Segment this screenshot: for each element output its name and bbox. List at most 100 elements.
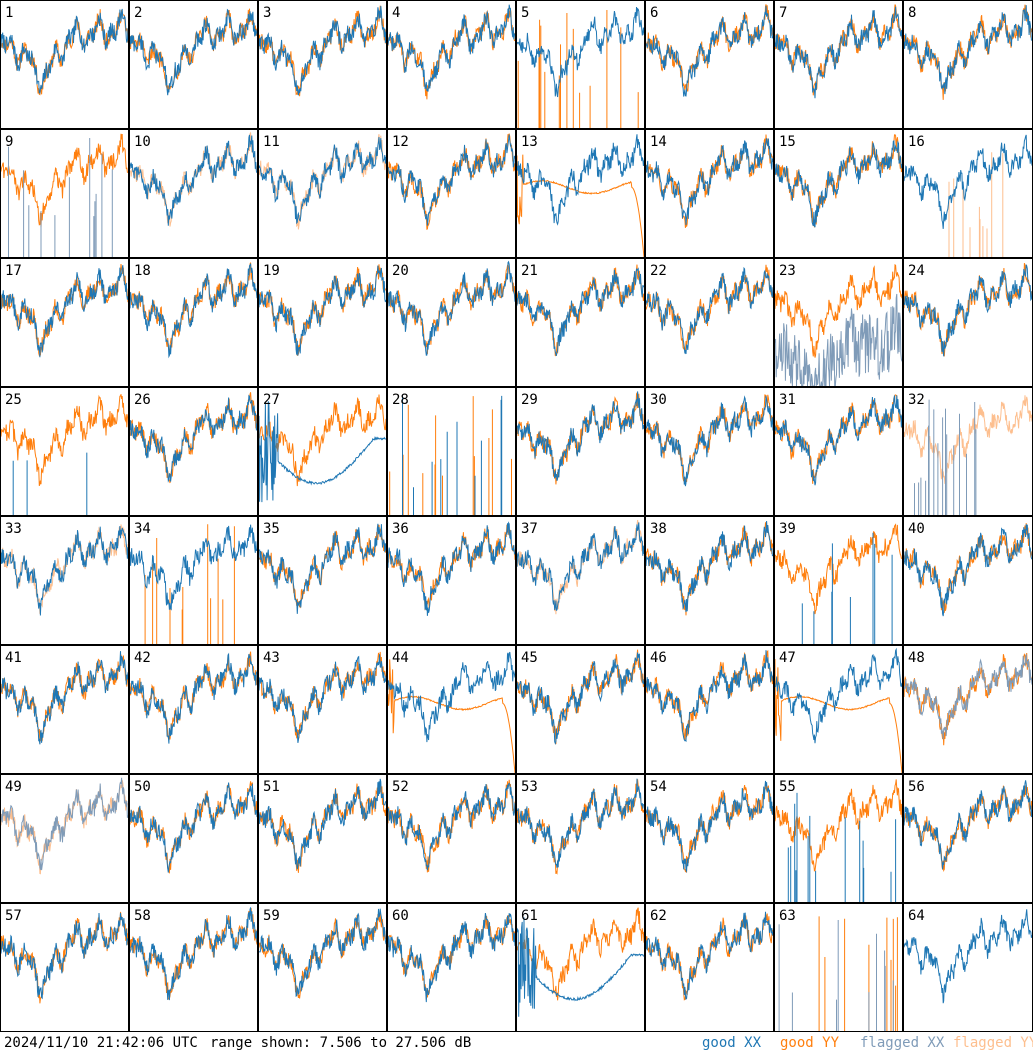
panel-frame — [774, 903, 903, 1032]
series-yy-28 — [389, 396, 512, 515]
panel-frame — [129, 645, 258, 774]
panel-47: 47 — [774, 645, 903, 774]
panel-label: 32 — [908, 392, 925, 408]
panel-34: 34 — [129, 516, 258, 645]
series-xx-10 — [129, 134, 258, 226]
series-xx-35 — [258, 523, 387, 614]
panel-14: 14 — [645, 129, 774, 258]
series-xx-40 — [903, 524, 1033, 617]
series-xx-27 — [258, 401, 387, 503]
series-xx-62 — [645, 911, 774, 1000]
series-xx-48 — [903, 654, 1033, 740]
panel-frame — [258, 0, 387, 129]
panel-45: 45 — [516, 645, 645, 774]
panel-label: 7 — [779, 5, 787, 21]
panel-frame — [0, 516, 129, 645]
panel-frame — [258, 387, 387, 516]
panel-37: 37 — [516, 516, 645, 645]
panel-label: 11 — [263, 134, 280, 150]
series-xx-52 — [387, 782, 516, 871]
panel-49: 49 — [0, 774, 129, 903]
panel-label: 31 — [779, 392, 796, 408]
panel-51: 51 — [258, 774, 387, 903]
panel-36: 36 — [387, 516, 516, 645]
series-yy-3 — [258, 5, 387, 97]
panel-44: 44 — [387, 645, 516, 774]
series-yy-47 — [774, 658, 903, 774]
panel-frame — [774, 387, 903, 516]
panel-frame — [774, 774, 903, 903]
series-xx-29 — [516, 391, 645, 481]
series-xx-61 — [516, 917, 644, 1017]
panel-frame — [258, 903, 387, 1032]
panel-8: 8 — [903, 0, 1033, 129]
series-xx-42 — [129, 652, 258, 744]
series-xx-22 — [645, 266, 774, 355]
series-yy-16 — [948, 152, 1004, 257]
series-xx-58 — [129, 907, 258, 1001]
panel-24: 24 — [903, 258, 1033, 387]
panel-frame — [387, 387, 516, 516]
series-yy-51 — [258, 783, 387, 873]
series-yy-49 — [0, 779, 129, 875]
panel-6: 6 — [645, 0, 774, 129]
series-yy-63 — [818, 916, 898, 1031]
series-xx-6 — [645, 5, 774, 97]
panel-label: 47 — [779, 650, 796, 666]
panel-11: 11 — [258, 129, 387, 258]
panel-frame — [387, 774, 516, 903]
series-yy-33 — [0, 524, 129, 614]
panel-53: 53 — [516, 774, 645, 903]
panel-frame — [387, 903, 516, 1032]
series-yy-60 — [387, 915, 516, 1000]
panel-frame — [129, 387, 258, 516]
panel-5: 5 — [516, 0, 645, 129]
panel-label: 1 — [5, 5, 13, 21]
panel-3: 3 — [258, 0, 387, 129]
panel-label: 39 — [779, 521, 796, 537]
series-xx-24 — [903, 264, 1033, 357]
panel-62: 62 — [645, 903, 774, 1032]
panel-frame — [645, 774, 774, 903]
panel-26: 26 — [129, 387, 258, 516]
panel-19: 19 — [258, 258, 387, 387]
panel-frame — [516, 774, 645, 903]
series-xx-2 — [129, 8, 258, 96]
range-text: range shown: 7.506 to 27.506 dB — [210, 1035, 472, 1051]
panel-frame — [258, 645, 387, 774]
panel-frame — [129, 129, 258, 258]
panel-40: 40 — [903, 516, 1033, 645]
panel-label: 23 — [779, 263, 796, 279]
series-xx-19 — [258, 265, 387, 356]
panel-label: 55 — [779, 779, 796, 795]
panel-frame — [0, 774, 129, 903]
series-xx-51 — [258, 778, 387, 870]
series-xx-23 — [774, 293, 903, 387]
panel-label: 33 — [5, 521, 22, 537]
panel-frame — [774, 258, 903, 387]
series-xx-56 — [903, 780, 1033, 870]
series-yy-34 — [144, 524, 235, 644]
panel-label: 44 — [392, 650, 409, 666]
series-xx-14 — [645, 138, 774, 226]
panel-label: 51 — [263, 779, 280, 795]
panel-42: 42 — [129, 645, 258, 774]
series-yy-6 — [645, 4, 774, 92]
series-xx-38 — [645, 520, 774, 613]
panel-label: 53 — [521, 779, 538, 795]
panel-label: 41 — [5, 650, 22, 666]
panel-label: 63 — [779, 908, 796, 924]
panel-label: 48 — [908, 650, 925, 666]
panel-43: 43 — [258, 645, 387, 774]
panel-label: 62 — [650, 908, 667, 924]
series-xx-50 — [129, 782, 258, 873]
panel-label: 60 — [392, 908, 409, 924]
panel-57: 57 — [0, 903, 129, 1032]
panel-38: 38 — [645, 516, 774, 645]
footer: 2024/11/10 21:42:06 UTC range shown: 7.5… — [0, 1034, 1033, 1053]
series-xx-44 — [387, 651, 516, 743]
panel-frame — [258, 774, 387, 903]
series-xx-9 — [8, 138, 113, 257]
panel-label: 16 — [908, 134, 925, 150]
